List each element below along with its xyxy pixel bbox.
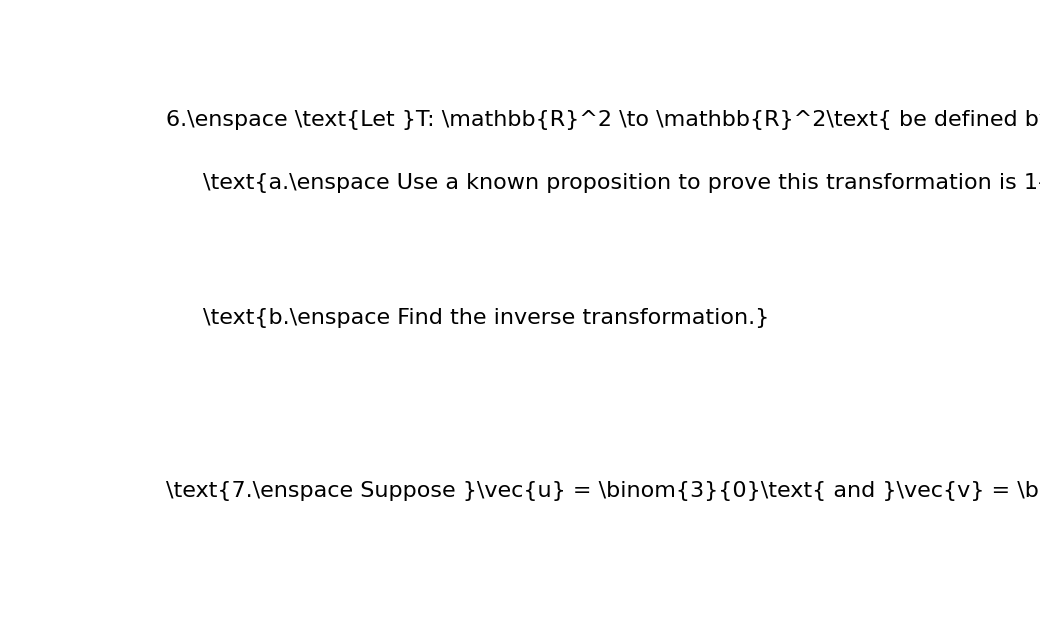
Text: \text{a.\enspace Use a known proposition to prove this transformation is 1-1 and: \text{a.\enspace Use a known proposition… <box>203 173 1040 193</box>
Text: \text{7.\enspace Suppose }\vec{u} = \binom{3}{0}\text{ and }\vec{v} = \binom{1}{: \text{7.\enspace Suppose }\vec{u} = \bin… <box>166 481 1040 501</box>
Text: 6.\enspace \text{Let }T: \mathbb{R}^2 \to \mathbb{R}^2\text{ be defined by }T\!\: 6.\enspace \text{Let }T: \mathbb{R}^2 \t… <box>166 110 1040 130</box>
Text: \text{b.\enspace Find the inverse transformation.}: \text{b.\enspace Find the inverse transf… <box>203 309 769 328</box>
